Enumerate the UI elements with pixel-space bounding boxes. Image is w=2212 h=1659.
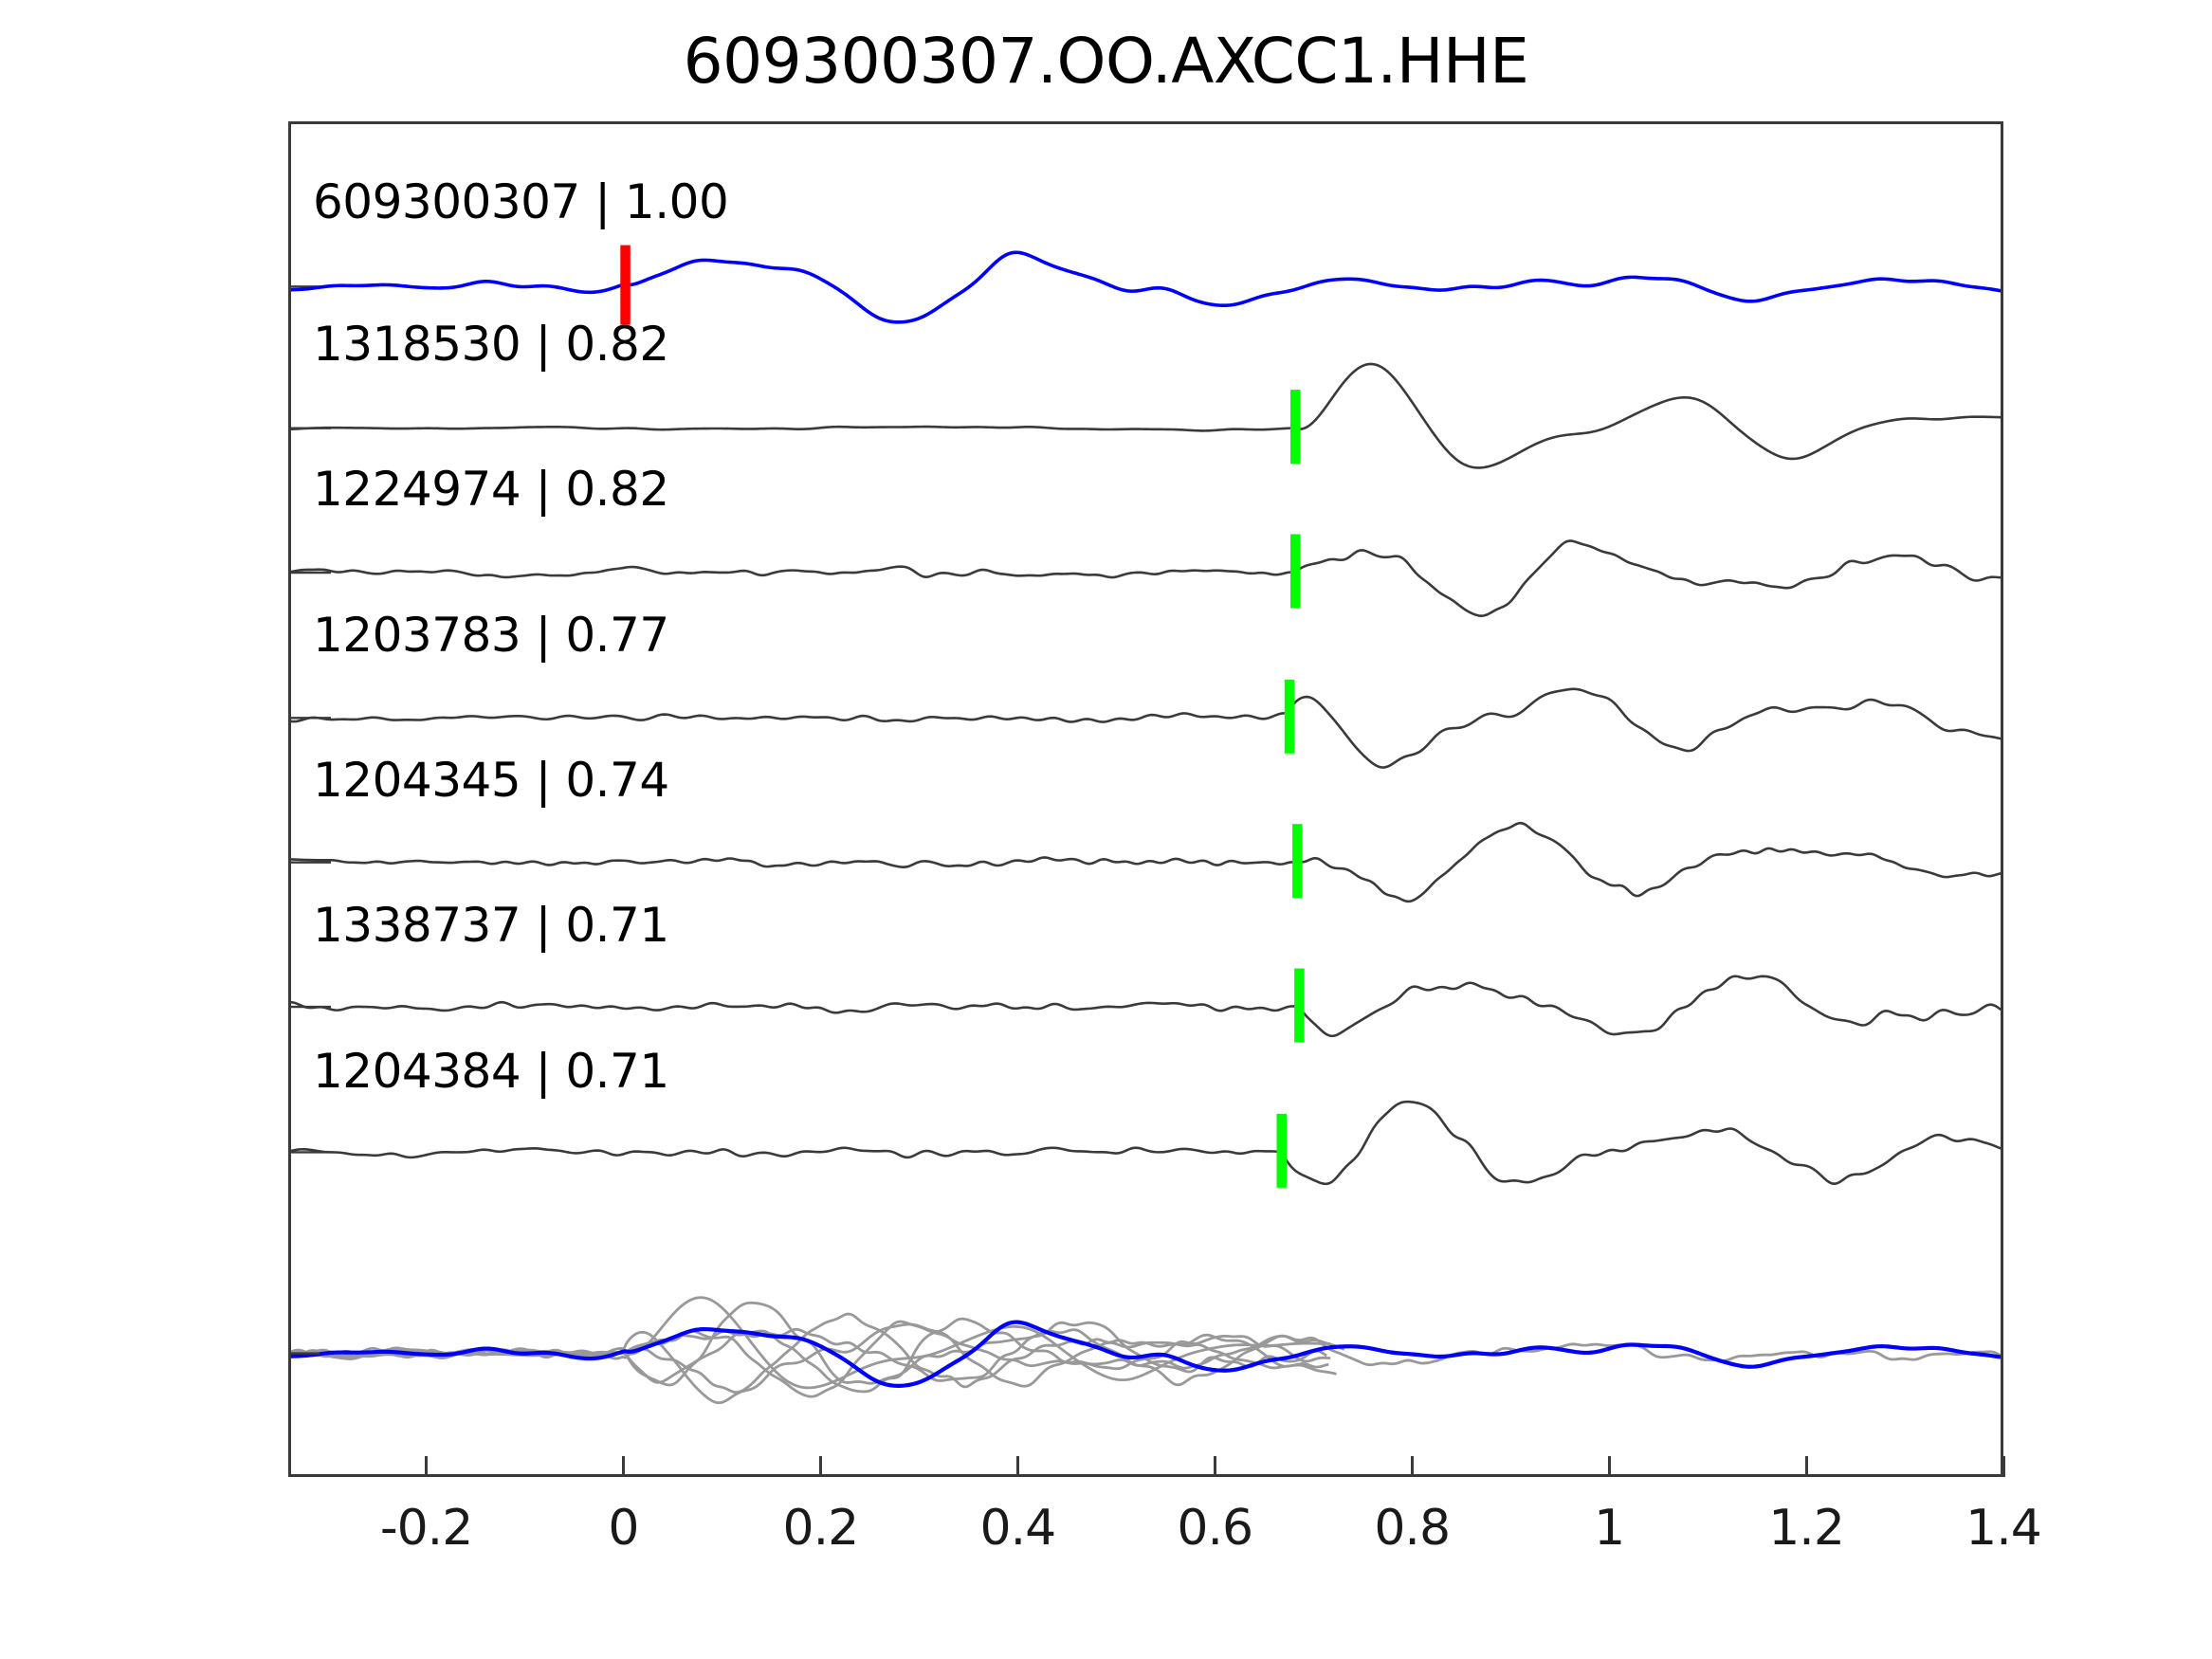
page-title: 609300307.OO.AXCC1.HHE xyxy=(683,25,1529,98)
pick-marker-1338737 xyxy=(1294,968,1305,1043)
xtick-label: -0.2 xyxy=(379,1500,473,1557)
xtick-mark xyxy=(1804,1456,1808,1477)
xtick-label: 0 xyxy=(608,1500,639,1557)
xtick-label: 1.4 xyxy=(1965,1500,2042,1557)
waveform-trace-1224974 xyxy=(291,539,2001,617)
plot-area xyxy=(288,121,2003,1477)
xtick-label: 0.8 xyxy=(1374,1500,1451,1557)
xtick-mark xyxy=(1213,1456,1216,1477)
trace-label-1224974: 1224974 | 0.82 xyxy=(313,462,669,517)
pick-marker-1203783 xyxy=(1284,679,1295,754)
trace-label-1204345: 1204345 | 0.74 xyxy=(313,753,669,808)
pick-marker-1204345 xyxy=(1292,824,1303,899)
waveform-trace-1204345 xyxy=(291,821,2001,903)
pick-marker-1204384 xyxy=(1276,1113,1287,1188)
xtick-mark xyxy=(1410,1456,1414,1477)
xtick-label: 1 xyxy=(1594,1500,1625,1557)
xtick-label: 0.4 xyxy=(979,1500,1056,1557)
pick-marker-609300307 xyxy=(620,245,631,325)
xtick-label: 0.6 xyxy=(1177,1500,1253,1557)
pick-marker-1318530 xyxy=(1290,390,1301,465)
xtick-mark xyxy=(621,1456,625,1477)
waveform-canvas xyxy=(291,245,2001,1405)
xtick-mark xyxy=(1015,1456,1019,1477)
trace-label-1204384: 1204384 | 0.71 xyxy=(313,1044,669,1099)
waveform-trace-1318530 xyxy=(291,362,2001,469)
xtick-label: 0.2 xyxy=(782,1500,860,1557)
waveform-trace-1204384 xyxy=(291,1100,2001,1186)
xtick-mark xyxy=(1607,1456,1611,1477)
trace-label-1203783: 1203783 | 0.77 xyxy=(313,608,669,663)
xtick-mark xyxy=(425,1456,429,1477)
waveform-trace-1203783 xyxy=(291,687,2001,769)
trace-label-1318530: 1318530 | 0.82 xyxy=(313,317,669,372)
xtick-mark xyxy=(818,1456,822,1477)
pick-marker-1224974 xyxy=(1290,534,1301,609)
waveform-trace-609300307 xyxy=(291,250,2001,324)
trace-label-609300307: 609300307 | 1.00 xyxy=(313,174,729,229)
xtick-mark xyxy=(2002,1456,2005,1477)
overlay-template-trace xyxy=(291,1320,2001,1388)
waveform-trace-1338737 xyxy=(291,975,2001,1038)
xtick-label: 1.2 xyxy=(1768,1500,1845,1557)
trace-label-1338737: 1338737 | 0.71 xyxy=(313,898,669,953)
